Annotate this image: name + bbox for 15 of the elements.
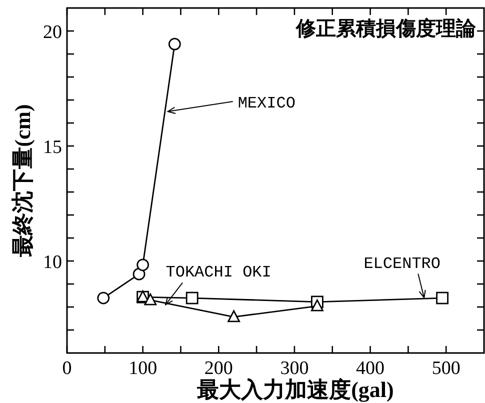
y-axis-title: 最終沈下量(cm) (10, 104, 35, 258)
x-tick-label: 0 (62, 358, 72, 379)
y-tick-label: 20 (43, 22, 62, 43)
annotation: 修正累積損傷度理論 (295, 17, 477, 40)
annotation: MEXICO (238, 94, 296, 112)
annotation: ELCENTRO (364, 254, 441, 273)
x-tick-label: 500 (432, 358, 460, 379)
x-tick-label: 100 (128, 358, 158, 379)
x-tick-label: 400 (356, 358, 385, 379)
x-tick-label: 300 (280, 358, 309, 379)
x-tick-label: 200 (204, 358, 233, 379)
annotation: TOKACHI OKI (166, 264, 272, 282)
y-tick-label: 10 (43, 252, 62, 273)
x-axis-title: 最大入力加速度(gal) (196, 377, 394, 402)
y-tick-label: 15 (43, 137, 62, 158)
